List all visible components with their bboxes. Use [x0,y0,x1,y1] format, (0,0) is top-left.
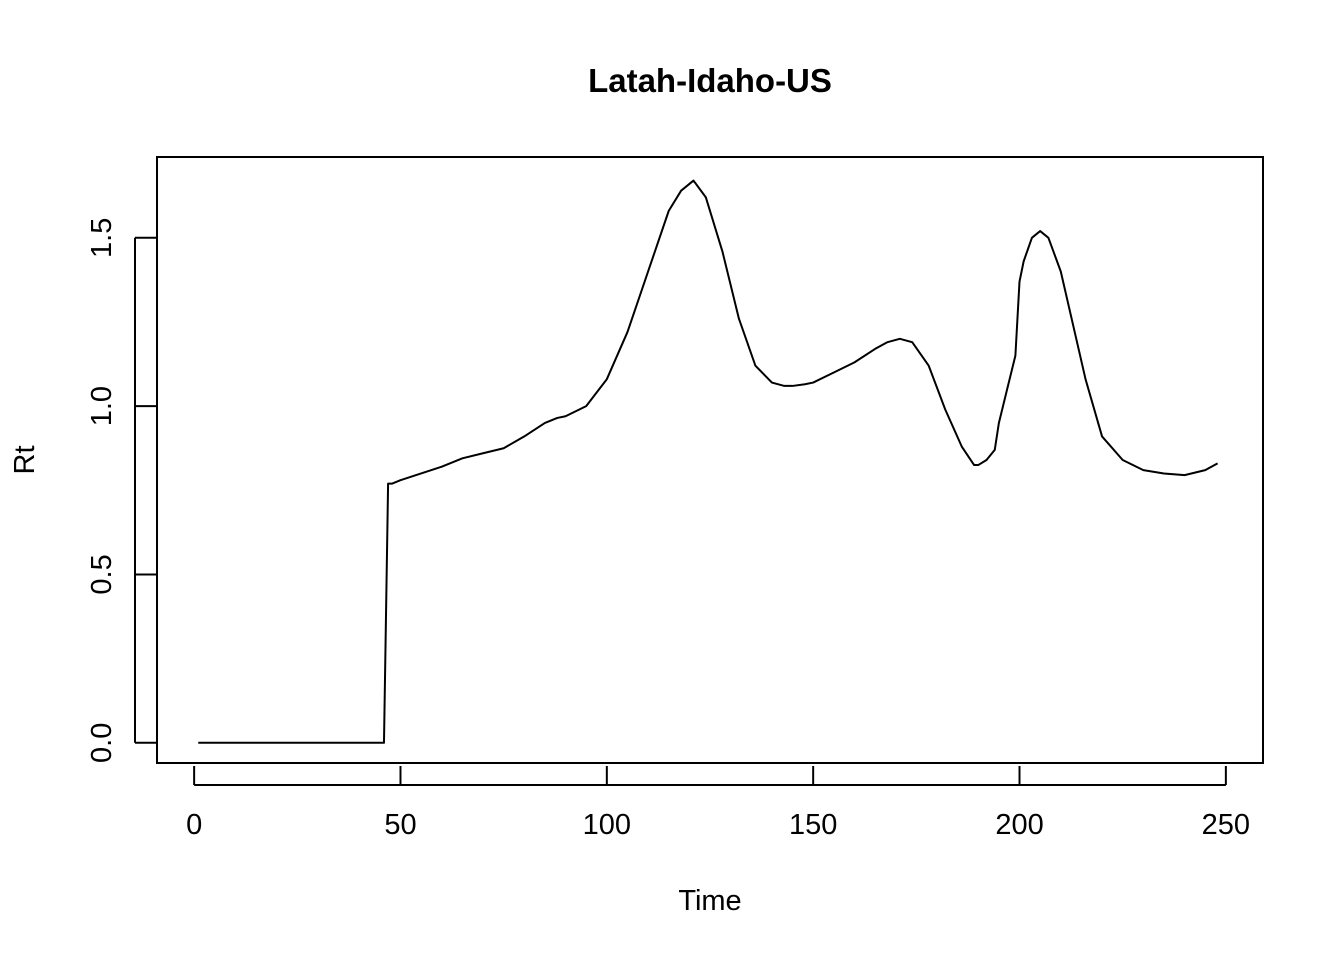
x-tick-label: 150 [789,809,837,841]
x-tick-label: 250 [1202,809,1250,841]
x-tick-label: 200 [995,809,1043,841]
y-axis: 0.0 0.5 1.0 1.5 [86,218,156,763]
chart-title: Latah-Idaho-US [588,62,832,99]
y-tick-label: 1.5 [86,218,118,258]
plot-area-border [156,156,1264,764]
y-tick-label: 0.5 [86,554,118,594]
y-tick-label: 1.0 [86,386,118,426]
x-axis-label: Time [678,885,741,917]
x-tick-label: 0 [186,809,202,841]
x-tick-label: 50 [384,809,416,841]
y-axis-label: Rt [9,446,41,475]
rt-series-line [198,179,1219,744]
x-axis: 0 50 100 150 200 250 [186,766,1250,841]
y-tick-label: 0.0 [86,723,118,763]
x-tick-label: 100 [583,809,631,841]
